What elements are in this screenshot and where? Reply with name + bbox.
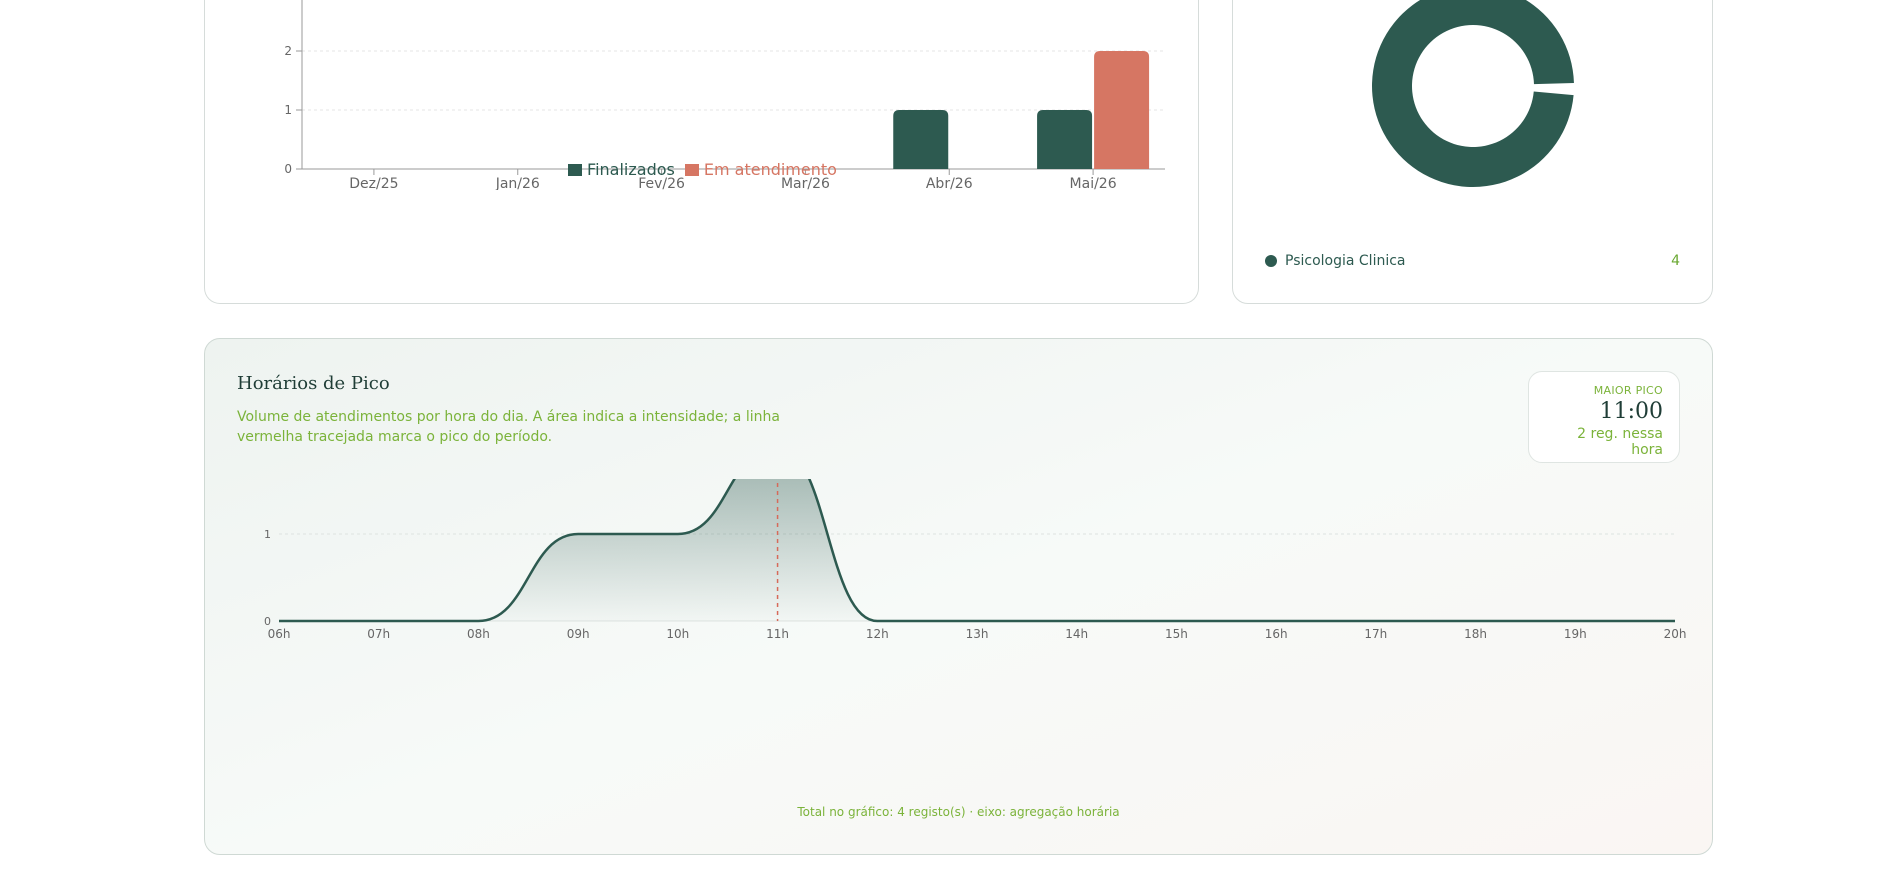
bar-x-tick-label: Mai/26: [1070, 176, 1117, 190]
peak-hours-card: Horários de Pico Volume de atendimentos …: [204, 338, 1713, 855]
peak-summary-box: MAIOR PICO 11:00 2 reg. nessa hora: [1528, 371, 1680, 463]
bar-y-tick-label: 2: [284, 44, 292, 58]
legend-item-finalizados[interactable]: Finalizados: [568, 160, 675, 179]
bar-x-tick-label: Fev/26: [638, 176, 685, 190]
area-x-tick-label: 14h: [1065, 627, 1088, 641]
area-y-tick-label: 0: [264, 615, 271, 628]
legend-item-em-atendimento[interactable]: Em atendimento: [684, 160, 837, 179]
bar-x-tick-label: Jan/26: [495, 176, 540, 190]
area-x-tick-label: 18h: [1464, 627, 1487, 641]
legend-label-finalizados: Finalizados: [587, 160, 675, 179]
area-x-tick-label: 11h: [766, 627, 789, 641]
monthly-chart-legend: Finalizados Em atendimento: [205, 160, 1200, 179]
area-x-tick-label: 10h: [666, 627, 689, 641]
monthly-chart-card: 0 1 2 Dez/25 Jan/26 Fev/26 Mar/26 Abr/26 Mai/26 …: [204, 0, 1199, 304]
monthly-bar-chart: 0 1 2 Dez/25 Jan/26 Fev/26 Mar/26 Abr/26 Mai/26: [284, 0, 1165, 190]
area-x-tick-label: 13h: [966, 627, 989, 641]
specialty-donut-chart: [1372, 0, 1574, 187]
area-y-tick-label: 1: [264, 528, 271, 541]
legend-label-em-atendimento: Em atendimento: [703, 160, 837, 179]
bar-finalizados-mai-26: [1037, 110, 1093, 169]
bar-y-tick-label: 0: [284, 162, 292, 176]
peak-hours-title: Horários de Pico: [237, 373, 390, 394]
area-x-tick-label: 17h: [1364, 627, 1387, 641]
bar-em-atendimento-mai-26: [1094, 51, 1150, 169]
area-x-tick-label: 08h: [467, 627, 490, 641]
legend-swatch-finalizados: [568, 163, 583, 176]
area-x-tick-label: 12h: [866, 627, 889, 641]
area-x-tick-label: 15h: [1165, 627, 1188, 641]
bar-y-tick-label: 1: [284, 103, 292, 117]
donut-legend-value: 4: [1671, 253, 1680, 269]
peak-hours-description: Volume de atendimentos por hora do dia. …: [237, 409, 780, 445]
bar-x-tick-label: Mar/26: [781, 176, 830, 190]
peak-box-time: 11:00: [1599, 399, 1663, 424]
bar-x-tick-label: Dez/25: [349, 176, 398, 190]
peak-hours-area-chart: 012306h07h08h09h10h11h12h13h14h15h16h17h…: [264, 479, 1687, 641]
area-x-tick-label: 19h: [1564, 627, 1587, 641]
bar-x-tick-label: Abr/26: [926, 176, 973, 190]
donut-legend-label: Psicologia Clinica: [1285, 253, 1406, 269]
bar-finalizados-abr-26: [893, 110, 949, 169]
area-fill: [279, 479, 1675, 621]
area-line: [279, 479, 1675, 623]
area-x-tick-label: 07h: [367, 627, 390, 641]
area-x-tick-label: 06h: [268, 627, 291, 641]
specialty-donut-card: Psicologia Clinica 4: [1232, 0, 1713, 304]
area-x-tick-label: 16h: [1265, 627, 1288, 641]
legend-swatch-em-atendimento: [684, 163, 699, 176]
area-x-tick-label: 09h: [567, 627, 590, 641]
peak-hours-footer: Total no gráfico: 4 registo(s) · eixo: a…: [797, 805, 1120, 819]
peak-box-subtitle: 2 reg. nessa hora: [1577, 426, 1663, 458]
donut-legend-item: Psicologia Clinica 4: [1265, 253, 1680, 269]
donut-legend-dot: [1265, 255, 1277, 267]
donut-slice-psicologia-clinica: [1372, 0, 1574, 187]
area-x-tick-label: 20h: [1664, 627, 1687, 641]
peak-box-label: MAIOR PICO: [1593, 384, 1663, 397]
